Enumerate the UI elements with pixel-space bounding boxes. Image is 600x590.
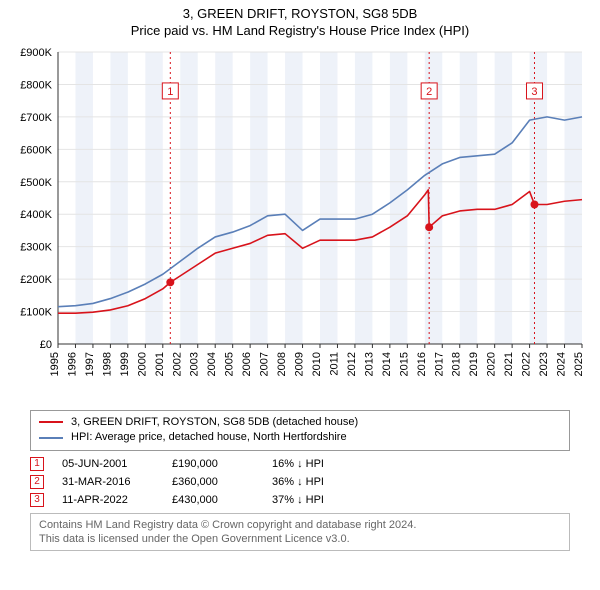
svg-text:1999: 1999 — [119, 352, 131, 376]
svg-text:£900K: £900K — [20, 47, 52, 59]
chart-area: £0 £100K £200K £300K £400K £500K £600K £700K £80… — [10, 44, 590, 404]
svg-text:2012: 2012 — [346, 352, 358, 376]
svg-text:2001: 2001 — [154, 352, 166, 376]
svg-text:£300K: £300K — [20, 241, 52, 253]
svg-text:2000: 2000 — [136, 352, 148, 376]
svg-text:2003: 2003 — [189, 352, 201, 376]
event-price-1: £190,000 — [172, 458, 272, 470]
svg-text:£800K: £800K — [20, 79, 52, 91]
svg-text:2019: 2019 — [468, 352, 480, 376]
svg-text:1997: 1997 — [84, 352, 96, 376]
svg-text:2006: 2006 — [241, 352, 253, 376]
event-row-1: 1 05-JUN-2001 £190,000 16% ↓ HPI — [30, 455, 570, 473]
legend-item-hpi: HPI: Average price, detached house, Nort… — [39, 430, 561, 445]
svg-text:2004: 2004 — [206, 352, 218, 376]
chart-container: 3, GREEN DRIFT, ROYSTON, SG8 5DB Price p… — [0, 0, 600, 590]
footnote-line2: This data is licensed under the Open Gov… — [39, 532, 561, 546]
svg-text:£600K: £600K — [20, 144, 52, 156]
legend-item-property: 3, GREEN DRIFT, ROYSTON, SG8 5DB (detach… — [39, 415, 561, 430]
chart-title: 3, GREEN DRIFT, ROYSTON, SG8 5DB Price p… — [0, 0, 600, 40]
event-diff-1: 16% ↓ HPI — [272, 458, 324, 470]
event-badge-3: 3 — [30, 493, 44, 507]
svg-text:1: 1 — [167, 86, 173, 98]
svg-text:3: 3 — [531, 86, 537, 98]
legend-swatch-property — [39, 421, 63, 423]
svg-text:2023: 2023 — [538, 352, 550, 376]
event-date-1: 05-JUN-2001 — [62, 458, 172, 470]
svg-text:£0: £0 — [40, 339, 52, 351]
svg-text:£200K: £200K — [20, 274, 52, 286]
svg-text:2008: 2008 — [276, 352, 288, 376]
svg-text:2007: 2007 — [259, 352, 271, 376]
svg-text:2009: 2009 — [294, 352, 306, 376]
legend: 3, GREEN DRIFT, ROYSTON, SG8 5DB (detach… — [30, 410, 570, 451]
event-row-2: 2 31-MAR-2016 £360,000 36% ↓ HPI — [30, 473, 570, 491]
svg-text:£500K: £500K — [20, 177, 52, 189]
footnote-line1: Contains HM Land Registry data © Crown c… — [39, 518, 561, 532]
svg-text:2017: 2017 — [433, 352, 445, 376]
event-badge-2: 2 — [30, 475, 44, 489]
svg-text:2021: 2021 — [503, 352, 515, 376]
svg-text:£700K: £700K — [20, 112, 52, 124]
event-price-3: £430,000 — [172, 494, 272, 506]
legend-label-property: 3, GREEN DRIFT, ROYSTON, SG8 5DB (detach… — [71, 415, 358, 430]
footnote: Contains HM Land Registry data © Crown c… — [30, 513, 570, 552]
svg-text:2022: 2022 — [521, 352, 533, 376]
event-diff-2: 36% ↓ HPI — [272, 476, 324, 488]
event-date-2: 31-MAR-2016 — [62, 476, 172, 488]
event-badge-1: 1 — [30, 457, 44, 471]
events-table: 1 05-JUN-2001 £190,000 16% ↓ HPI 2 31-MA… — [30, 455, 570, 509]
svg-text:2010: 2010 — [311, 352, 323, 376]
svg-text:2011: 2011 — [328, 352, 340, 376]
svg-text:1998: 1998 — [101, 352, 113, 376]
svg-text:1996: 1996 — [66, 352, 78, 376]
svg-text:2015: 2015 — [398, 352, 410, 376]
svg-text:2025: 2025 — [573, 352, 585, 376]
svg-text:2016: 2016 — [416, 352, 428, 376]
svg-text:2020: 2020 — [486, 352, 498, 376]
event-diff-3: 37% ↓ HPI — [272, 494, 324, 506]
svg-text:£100K: £100K — [20, 306, 52, 318]
svg-text:£400K: £400K — [20, 209, 52, 221]
svg-text:2024: 2024 — [556, 352, 568, 376]
svg-text:2014: 2014 — [381, 352, 393, 376]
svg-text:2: 2 — [426, 86, 432, 98]
svg-text:2002: 2002 — [171, 352, 183, 376]
title-address: 3, GREEN DRIFT, ROYSTON, SG8 5DB — [0, 6, 600, 23]
svg-text:1995: 1995 — [49, 352, 61, 376]
svg-text:2013: 2013 — [363, 352, 375, 376]
event-price-2: £360,000 — [172, 476, 272, 488]
svg-text:2005: 2005 — [224, 352, 236, 376]
chart-svg: £0 £100K £200K £300K £400K £500K £600K £700K £80… — [10, 44, 590, 404]
svg-text:2018: 2018 — [451, 352, 463, 376]
event-date-3: 11-APR-2022 — [62, 494, 172, 506]
title-subtitle: Price paid vs. HM Land Registry's House … — [0, 23, 600, 40]
legend-swatch-hpi — [39, 437, 63, 439]
event-row-3: 3 11-APR-2022 £430,000 37% ↓ HPI — [30, 491, 570, 509]
legend-label-hpi: HPI: Average price, detached house, Nort… — [71, 430, 347, 445]
